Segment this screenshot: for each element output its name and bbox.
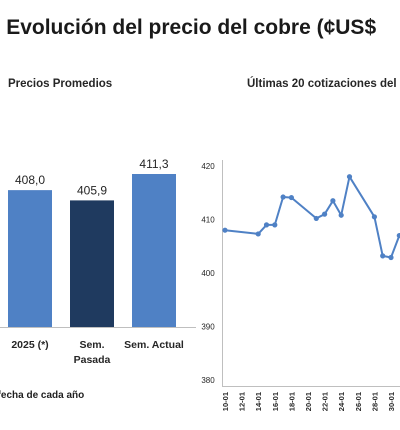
line-point-4 <box>272 222 278 228</box>
x-tick-label: 22-01 <box>321 392 330 411</box>
x-tick-label: 24-01 <box>337 392 346 411</box>
x-tick-label: 18-01 <box>287 392 296 411</box>
line-point-13 <box>380 253 386 259</box>
x-tick-label: 14-01 <box>254 392 263 411</box>
page-title: ra 1: Evolución del precio del cobre (¢U… <box>0 16 377 39</box>
bar-2 <box>70 200 114 327</box>
y-tick-label: 380 <box>201 376 215 385</box>
line-point-10 <box>338 212 344 218</box>
line-point-9 <box>330 198 336 204</box>
line-chart: 380 390 400 410 420 10-01 12-01 14-01 16-01 18-01… <box>201 160 400 411</box>
footnote: l fecha de cada año <box>0 390 85 401</box>
bar-category-label-3: Sem. Actual <box>124 339 184 351</box>
bar-chart-title: Precios Promedios <box>8 78 113 90</box>
x-tick-label: 26-01 <box>354 392 363 411</box>
line-point-15 <box>396 232 400 239</box>
bar-value-label-3: 411,3 <box>139 157 168 171</box>
line-point-6 <box>288 194 294 201</box>
bar-value-label-2: 405,9 <box>77 183 107 197</box>
bar-1 <box>8 190 52 327</box>
y-tick-label: 390 <box>201 323 215 332</box>
line-chart-title: Últimas 20 cotizaciones del <box>247 78 397 90</box>
x-tick-label: 12-01 <box>238 392 247 411</box>
line-point-3 <box>263 222 270 228</box>
y-tick-label: 400 <box>201 269 215 278</box>
bar-category-label-2: Pasada <box>74 354 111 366</box>
line-point-14 <box>388 254 394 261</box>
bar-chart: 408,0 2025 (*) 405,9 Sem. Pasada 411,3 Sem. Ac… <box>0 157 196 366</box>
bar-category-label-1: 2025 (*) <box>11 339 48 351</box>
bar-value-label-1: 408,0 <box>15 173 45 187</box>
x-tick-label: 16-01 <box>271 392 280 411</box>
y-tick-label: 410 <box>201 216 215 225</box>
line-point-12 <box>371 214 377 220</box>
y-tick-label: 420 <box>201 162 215 171</box>
line-point-1 <box>222 227 228 233</box>
x-tick-label: 10-01 <box>221 392 230 411</box>
line-point-7 <box>313 215 319 222</box>
x-tick-label: 28-01 <box>370 392 379 411</box>
line-point-2 <box>255 231 261 237</box>
x-tick-label: 30-01 <box>387 392 396 411</box>
bar-3 <box>132 174 176 327</box>
line-point-11 <box>346 174 353 180</box>
x-tick-label: 20-01 <box>304 392 313 411</box>
line-point-8 <box>322 211 328 217</box>
line-point-5 <box>280 194 286 200</box>
bar-category-label-2: Sem. <box>79 339 104 351</box>
